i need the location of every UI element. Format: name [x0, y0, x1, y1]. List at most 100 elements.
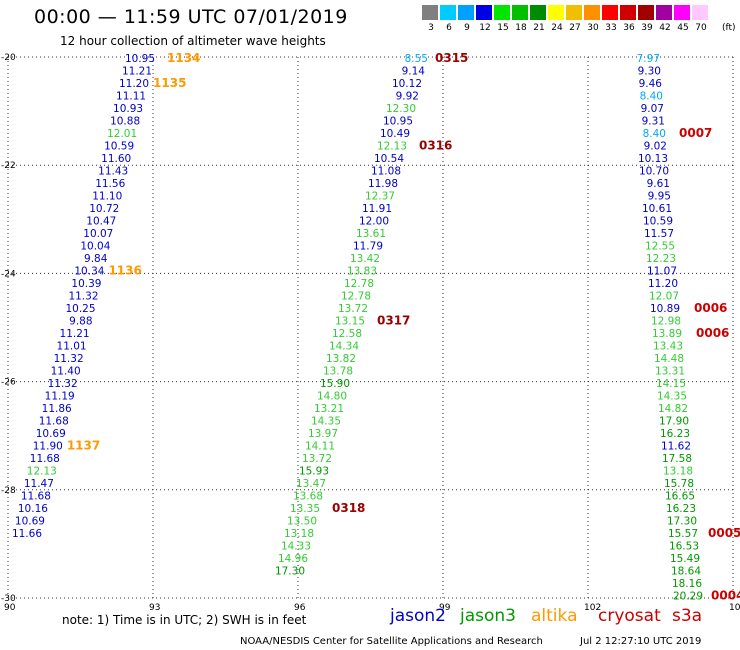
- wave-height-value: 12.23: [646, 253, 676, 265]
- color-scale-swatch: [620, 5, 636, 20]
- wave-height-value: 10.93: [113, 103, 143, 115]
- wave-height-value: 9.61: [647, 178, 670, 190]
- wave-height-value: 11.91: [362, 203, 392, 215]
- latitude-label: -20: [1, 53, 16, 63]
- wave-height-value: 10.39: [71, 278, 101, 290]
- page-subtitle: 12 hour collection of altimeter wave hei…: [60, 34, 326, 48]
- wave-height-value: 8.40: [640, 91, 663, 103]
- wave-height-value: 14.15: [656, 378, 686, 390]
- wave-height-value: 8.55: [405, 53, 428, 65]
- wave-height-value: 20.29: [673, 591, 703, 603]
- wave-height-value: 14.35: [311, 416, 341, 428]
- color-scale-swatch: [602, 5, 618, 20]
- wave-height-value: 18.16: [672, 578, 702, 590]
- wave-height-value: 11.62: [661, 441, 691, 453]
- color-scale-label: 70: [695, 23, 707, 33]
- color-scale-swatch: [512, 5, 528, 20]
- wave-height-value: 10.95: [383, 116, 413, 128]
- wave-height-value: 10.47: [86, 216, 116, 228]
- wave-height-value: 12.13: [377, 141, 407, 153]
- wave-height-value: 11.10: [92, 191, 122, 203]
- legend-altika: altika: [531, 606, 578, 626]
- color-scale-label: 15: [497, 23, 509, 33]
- wave-height-value: 11.11: [116, 91, 146, 103]
- wave-height-value: 11.07: [647, 266, 677, 278]
- color-scale-swatch: [566, 5, 582, 20]
- wave-height-value: 11.47: [24, 478, 54, 490]
- color-scale-label: 33: [605, 23, 617, 33]
- longitude-label: 102: [584, 603, 601, 613]
- color-scale-swatch: [638, 5, 654, 20]
- generated-timestamp: Jul 2 12:27:10 UTC 2019: [580, 636, 702, 647]
- wave-height-value: 9.88: [69, 316, 92, 328]
- wave-height-value: 11.40: [51, 366, 81, 378]
- color-scale-swatch: [494, 5, 510, 20]
- wave-height-value: 10.69: [15, 516, 45, 528]
- wave-height-value: 11.60: [101, 153, 131, 165]
- wave-height-value: 10.34: [74, 266, 104, 278]
- wave-height-value: 10.13: [638, 153, 668, 165]
- color-scale-label: 39: [641, 23, 653, 33]
- wave-height-value: 18.64: [671, 566, 701, 578]
- longitude-label: 105: [729, 603, 740, 613]
- color-scale-swatch: [422, 5, 438, 20]
- color-scale-swatch: [458, 5, 474, 20]
- wave-height-value: 14.82: [658, 403, 688, 415]
- wave-height-value: 10.12: [392, 78, 422, 90]
- wave-height-value: 14.48: [654, 353, 684, 365]
- color-scale-swatch: [584, 5, 600, 20]
- wave-height-value: 9.46: [639, 78, 663, 90]
- wave-height-value: 10.59: [104, 141, 134, 153]
- wave-height-value: 13.15: [335, 316, 365, 328]
- wave-height-value: 13.18: [663, 466, 693, 478]
- footnote: note: 1) Time is in UTC; 2) SWH is in fe…: [62, 613, 307, 627]
- wave-height-value: 15.78: [664, 478, 694, 490]
- wave-height-value: 12.00: [359, 216, 389, 228]
- color-scale-label: 45: [677, 23, 689, 33]
- color-scale-swatch: [692, 5, 708, 20]
- wave-height-value: 16.65: [665, 491, 695, 503]
- wave-height-value: 13.31: [655, 366, 685, 378]
- pass-label: 0316: [419, 139, 452, 153]
- wave-height-value: 17.58: [662, 453, 692, 465]
- wave-height-value: 15.93: [299, 466, 329, 478]
- wave-height-value: 11.68: [39, 416, 69, 428]
- wave-height-value: 11.21: [122, 66, 152, 78]
- wave-height-value: 14.33: [281, 541, 311, 553]
- credit-line: NOAA/NESDIS Center for Satellite Applica…: [240, 636, 543, 647]
- wave-height-value: 16.53: [669, 541, 699, 553]
- latitude-label: -22: [1, 161, 16, 171]
- color-scale-label: 24: [551, 23, 563, 33]
- pass-label: 1136: [108, 264, 141, 278]
- wave-height-value: 17.30: [667, 516, 697, 528]
- wave-height-value: 10.89: [650, 303, 680, 315]
- color-scale-label: 3: [428, 23, 434, 33]
- color-scale-label: 21: [533, 23, 545, 33]
- wave-height-value: 14.35: [657, 391, 687, 403]
- wave-height-value: 9.30: [638, 66, 661, 78]
- wave-height-value: 13.68: [293, 491, 323, 503]
- wave-height-value: 11.19: [45, 391, 75, 403]
- color-scale-label: 12: [479, 23, 491, 33]
- wave-height-value: 12.78: [344, 278, 374, 290]
- wave-height-value: 13.21: [314, 403, 344, 415]
- longitude-label: 99: [439, 603, 451, 613]
- wave-height-value: 17.90: [659, 416, 689, 428]
- wave-height-value: 11.01: [57, 341, 87, 353]
- wave-height-value: 16.23: [666, 503, 696, 515]
- wave-height-value: 11.21: [60, 328, 90, 340]
- pass-label: 1134: [167, 51, 200, 65]
- wave-height-value: 10.70: [639, 166, 669, 178]
- pass-label: 0317: [377, 314, 410, 328]
- color-scale-label: 42: [659, 23, 671, 33]
- wave-height-value: 9.92: [396, 91, 419, 103]
- wave-height-value: 10.61: [642, 203, 672, 215]
- wave-height-value: 11.32: [54, 353, 84, 365]
- wave-height-value: 12.55: [645, 241, 675, 253]
- wave-height-value: 10.04: [80, 241, 110, 253]
- color-scale-swatch: [656, 5, 672, 20]
- wave-height-value: 16.23: [660, 428, 690, 440]
- color-scale-unit: (ft): [722, 23, 736, 33]
- wave-height-value: 11.98: [368, 178, 398, 190]
- pass-label: 1137: [67, 439, 100, 453]
